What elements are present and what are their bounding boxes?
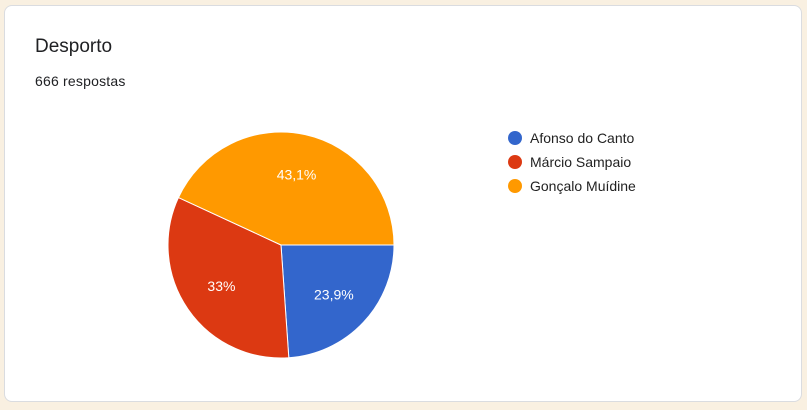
legend: Afonso do Canto Márcio Sampaio Gonçalo Muí… [508,126,636,198]
legend-item[interactable]: Afonso do Canto [508,126,636,150]
legend-dot-icon [508,179,522,193]
slice-label-1: 33% [207,278,235,294]
pie-slice-0[interactable] [280,244,395,359]
legend-dot-icon [508,155,522,169]
slice-label-2: 43,1% [277,166,317,182]
legend-label: Márcio Sampaio [530,154,632,170]
legend-item[interactable]: Gonçalo Muídine [508,174,636,198]
legend-label: Gonçalo Muídine [530,178,636,194]
legend-item[interactable]: Márcio Sampaio [508,150,636,174]
pie-slice-1[interactable] [167,196,290,359]
chart-title: Desporto [35,36,113,57]
legend-label: Afonso do Canto [530,130,635,146]
response-count: 666 respostas [35,73,126,89]
slice-label-0: 23,9% [314,286,354,302]
legend-dot-icon [508,131,522,145]
chart-card: Desporto 666 respostas [4,5,802,402]
pie-slice-2[interactable] [177,131,395,246]
